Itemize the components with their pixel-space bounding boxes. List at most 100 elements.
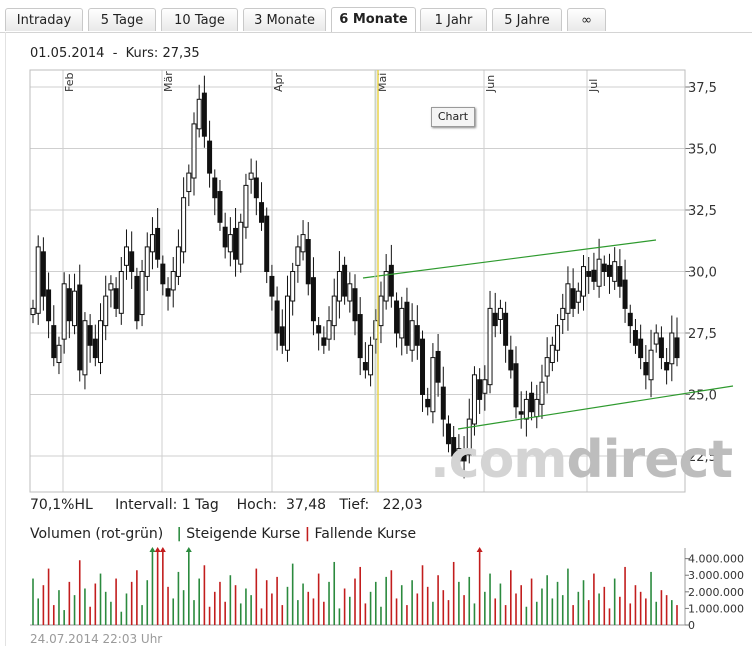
tab-1[interactable]: Intraday xyxy=(5,8,83,31)
candle-body xyxy=(565,283,571,314)
candle-body xyxy=(243,184,249,228)
candle-body xyxy=(113,288,119,309)
candle-body xyxy=(160,263,166,285)
candle-body xyxy=(347,283,353,302)
candle-body xyxy=(648,349,654,381)
candle-body xyxy=(477,379,483,400)
candle-body xyxy=(118,271,124,314)
candle-body xyxy=(368,344,374,376)
month-label: Jun xyxy=(484,75,497,93)
candle-body xyxy=(181,197,187,253)
candle-body xyxy=(51,325,57,359)
stat-hoch-label: Hoch: xyxy=(236,497,278,513)
candle-body xyxy=(560,307,566,320)
volume-title: Volumen (rot-grün) xyxy=(30,526,164,542)
candle-body xyxy=(30,307,36,316)
candle-body xyxy=(35,246,41,314)
y-tick-label: 30,0 xyxy=(688,266,717,281)
candle-body xyxy=(601,263,607,272)
candle-body xyxy=(274,300,280,334)
candle-body xyxy=(414,325,420,346)
candle-body xyxy=(300,234,306,253)
candle-body xyxy=(196,98,202,130)
range-tabs: Intraday 5 Tage 10 Tage 3 Monate 6 Monate 1 J… xyxy=(0,0,752,33)
candle-body xyxy=(66,288,72,322)
candle-body xyxy=(310,277,316,322)
candle-body xyxy=(617,266,623,287)
stat-hl: 70,1%HL xyxy=(30,497,93,513)
candle-body xyxy=(98,320,104,364)
candle-body xyxy=(503,312,509,346)
stat-hoch-value: 37,48 xyxy=(285,497,327,513)
candle-body xyxy=(103,295,109,327)
y-tick-label: 35,0 xyxy=(688,143,717,158)
y-tick-label: 22,5 xyxy=(688,450,717,465)
candle-body xyxy=(342,264,348,297)
chart-type-button[interactable]: Chart xyxy=(431,107,475,127)
candle-body xyxy=(586,271,592,277)
tab-8[interactable]: ∞ xyxy=(567,8,606,31)
tab-2[interactable]: 5 Tage xyxy=(88,8,156,31)
tab-5[interactable]: 6 Monate xyxy=(331,7,416,32)
candle-body xyxy=(513,363,519,408)
month-label: Apr xyxy=(272,72,285,92)
candle-body xyxy=(492,312,498,327)
candle-body xyxy=(149,234,155,253)
candle-body xyxy=(508,349,514,371)
header-kurs-label: Kurs: xyxy=(125,46,159,61)
candle-body xyxy=(523,398,529,420)
candle-body xyxy=(430,357,436,413)
candle-body xyxy=(497,307,503,320)
candle-body xyxy=(92,338,98,359)
candle-body xyxy=(170,271,176,291)
candle-body xyxy=(248,172,254,180)
candle-body xyxy=(596,258,602,287)
candle-body xyxy=(674,337,680,359)
candle-body xyxy=(440,386,446,420)
candle-body xyxy=(653,332,659,345)
tab-7[interactable]: 5 Jahre xyxy=(492,8,562,31)
tab-4[interactable]: 3 Monate xyxy=(243,8,326,31)
candle-body xyxy=(425,398,431,408)
candle-body xyxy=(134,275,140,322)
header-date: 01.05.2014 xyxy=(30,46,105,61)
candle-body xyxy=(482,379,488,394)
candle-body xyxy=(316,325,322,334)
candle-body xyxy=(420,338,426,395)
candle-body xyxy=(72,290,78,327)
candle-body xyxy=(451,437,457,457)
candle-body xyxy=(217,191,223,223)
y-tick-label: 27,5 xyxy=(688,327,717,342)
candle-body xyxy=(77,284,83,371)
y-tick-label: 37,5 xyxy=(688,81,717,96)
month-label: Jul xyxy=(587,79,600,93)
stat-tief-value: 22,03 xyxy=(382,497,423,513)
candle-body xyxy=(82,320,88,376)
candle-body xyxy=(186,172,192,193)
stats-line: 70,1%HL Intervall: 1 Tag Hoch: 37,48 Tie… xyxy=(30,497,423,513)
header-kurs-value: 27,35 xyxy=(162,46,200,61)
candle-body xyxy=(212,177,218,199)
candle-body xyxy=(632,330,638,346)
chart-frame xyxy=(5,32,752,646)
candle-body xyxy=(295,246,301,266)
stat-tief-label: Tief: xyxy=(339,497,370,513)
stat-intervall-label: Intervall: xyxy=(115,497,178,513)
tab-6[interactable]: 1 Jahr xyxy=(420,8,487,31)
candle-body xyxy=(383,271,389,302)
candle-body xyxy=(227,234,233,253)
candle-body xyxy=(435,350,441,383)
tab-3[interactable]: 10 Tage xyxy=(161,8,238,31)
candle-body xyxy=(233,227,239,260)
candle-body xyxy=(534,398,540,418)
candle-body xyxy=(253,177,259,199)
candle-body xyxy=(222,226,228,248)
candle-body xyxy=(378,295,384,327)
trendline-upper xyxy=(362,239,657,279)
candle-body xyxy=(445,423,451,445)
candle-body xyxy=(394,300,400,334)
y-tick-label: 32,5 xyxy=(688,204,717,219)
candle-body xyxy=(123,246,129,266)
month-label: Mai xyxy=(376,73,389,92)
